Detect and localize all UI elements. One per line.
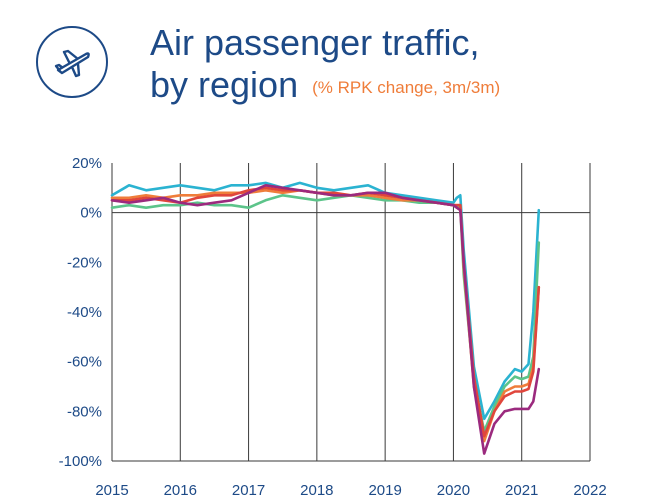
title-line-2: by region: [150, 64, 299, 105]
x-tick-label: 2017: [232, 482, 265, 499]
chart-subtitle: (% RPK change, 3m/3m): [312, 78, 501, 97]
airplane-icon-badge: [36, 26, 108, 98]
y-axis-ticks: 20% 0% -20% -40% -60% -80% -100%: [59, 155, 102, 470]
airplane-icon: [54, 49, 90, 78]
series-line-5: [110, 184, 541, 455]
y-tick-label: 0%: [80, 205, 102, 222]
y-tick-label: 20%: [72, 155, 102, 172]
y-tick-label: -80%: [67, 403, 102, 420]
chart-series: [110, 181, 541, 455]
chart-title: Air passenger traffic, by region (% RPK …: [150, 22, 500, 109]
x-tick-label: 2016: [164, 482, 197, 499]
x-tick-label: 2022: [573, 482, 606, 499]
x-tick-label: 2018: [300, 482, 333, 499]
x-axis-ticks: 2015 2016 2017 2018 2019 2020 2021 2022: [95, 482, 606, 499]
line-chart: 20%0%-20%-40%-60%-80%-100% 2015 2016 2017 2…: [59, 155, 607, 499]
series-line-4: [110, 186, 541, 438]
x-tick-label: 2019: [368, 482, 401, 499]
x-tick-label: 2015: [95, 482, 128, 499]
y-tick-label: -20%: [67, 254, 102, 271]
y-tick-label: -100%: [59, 453, 102, 470]
y-tick-label: -60%: [67, 354, 102, 371]
x-tick-label: 2020: [437, 482, 470, 499]
chart-grid: [111, 163, 591, 462]
y-tick-label: -40%: [67, 304, 102, 321]
x-tick-label: 2021: [505, 482, 538, 499]
series-line-3: [110, 189, 541, 443]
title-line-1: Air passenger traffic,: [150, 22, 480, 63]
